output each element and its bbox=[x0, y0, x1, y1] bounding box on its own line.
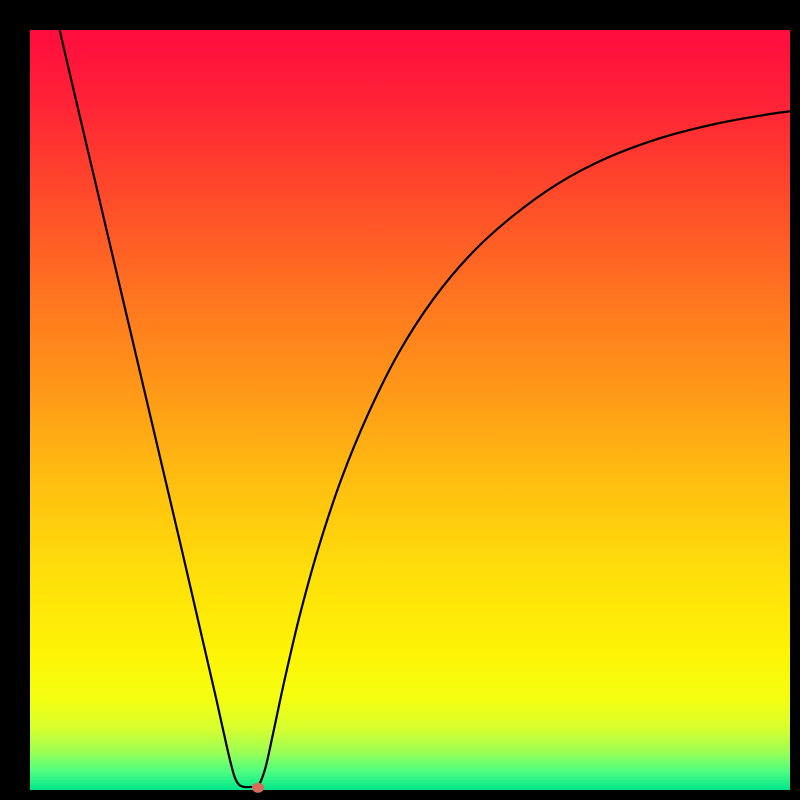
chart-container: TheBottleneck.com bbox=[0, 0, 800, 800]
bottleneck-chart bbox=[0, 0, 800, 800]
chart-gradient-bg bbox=[30, 30, 790, 790]
optimal-point-marker bbox=[252, 783, 264, 793]
